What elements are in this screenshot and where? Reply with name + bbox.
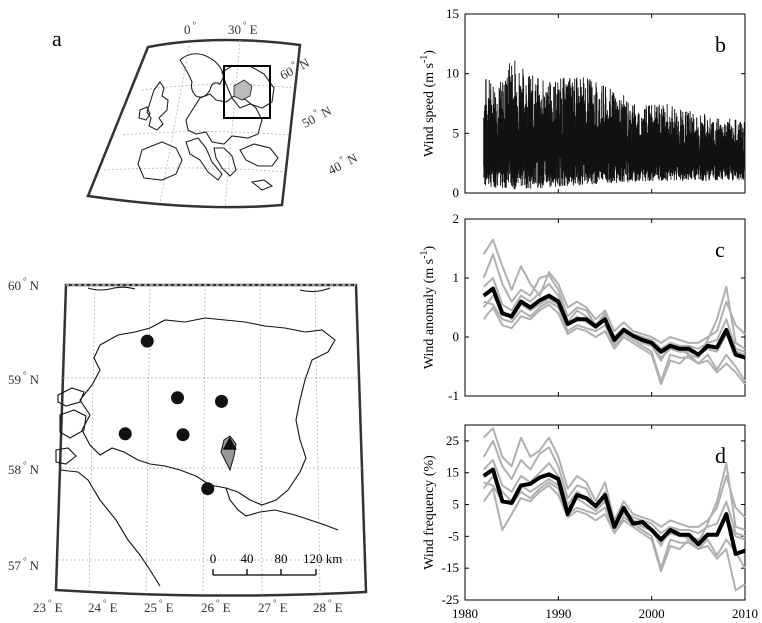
lon-label-23e: 23 ° E [33, 598, 63, 615]
plot-area-c [464, 218, 746, 397]
ytick-label-d-0: -25 [442, 592, 459, 607]
svg-text:50°N: 50°N [298, 101, 334, 131]
stations-layer [118, 334, 237, 496]
ytick-label-c-1: 0 [453, 329, 460, 344]
mean-series-d-0 [482, 467, 746, 556]
station-series-d-3 [483, 481, 746, 570]
estonia-station-map: 60 ° N 59 ° N 58 ° N 57 ° N 23 ° E 24 ° E 25 ° E 26 ° E … [8, 276, 368, 615]
ytick-label-b-3: 15 [446, 6, 459, 21]
europe-graticule [103, 39, 295, 208]
europe-lon-label-0: 0 ° [184, 20, 197, 37]
xtick-label-d-2: 2000 [639, 606, 665, 621]
ytick-label-b-1: 5 [453, 125, 460, 140]
weather-station-3 [215, 394, 228, 408]
xtick-label-d-3: 2010 [732, 606, 758, 621]
station-series-c-3 [483, 300, 746, 383]
panel-letter-a: a [52, 26, 62, 51]
scale-tick-0: 0 [210, 551, 217, 566]
scale-tick-40: 40 [241, 551, 254, 566]
ytick-label-d-2: -5 [448, 528, 459, 543]
lat-label-57n: 57 ° N [8, 556, 40, 573]
weather-station-4 [118, 427, 132, 441]
svg-text:30°E: 30 ° E [228, 20, 258, 37]
panel-d: -25 -15 -5 5 15 25 1980 1990 2000 2010 Wind freque… [422, 424, 758, 621]
reference-station-triangle [222, 436, 237, 450]
station-series-c-1 [482, 238, 746, 344]
mean-series-c-0 [482, 286, 746, 360]
lat-label-60n: 60 ° N [8, 276, 40, 293]
estonia-lon-labels: 23 ° E 24 ° E 25 ° E 26 ° E 27 ° E 28 ° E [33, 598, 343, 615]
time-series-panels: 0 5 10 15 Wind speed (m s-1) b -1 0 1 2 Wind anoma… [419, 6, 758, 621]
svg-text:0°: 0 ° [184, 20, 197, 37]
europe-lat-label-40n: 40°N [324, 148, 360, 178]
ytick-label-b-0: 0 [453, 185, 460, 200]
lat-label-59n: 59 ° N [8, 370, 40, 387]
ytick-label-b-2: 10 [446, 66, 459, 81]
europe-coastlines [137, 53, 279, 191]
europe-lon-label-30e: 30 ° E [228, 20, 258, 37]
lon-label-26e: 26 ° E [201, 598, 231, 615]
panel-letter-b: b [715, 32, 726, 57]
xtick-label-d-1: 1990 [545, 606, 571, 621]
scale-bar: 0 40 80 120 km [210, 551, 342, 576]
station-series-c-4 [482, 303, 746, 386]
panel-b: 0 5 10 15 Wind speed (m s-1) b [419, 6, 746, 200]
weather-station-6 [201, 482, 215, 496]
ytick-label-d-4: 15 [446, 465, 459, 480]
europe-map-frame [86, 38, 302, 209]
ylabel-c: Wind anomaly (m s-1) [419, 246, 437, 370]
xtick-label-d-0: 1980 [452, 606, 478, 621]
scale-tick-80: 80 [275, 551, 288, 566]
estonia-outline [55, 286, 339, 587]
europe-overview-map: a 0 ° 30 ° E 60°N [52, 20, 360, 209]
ytick-label-d-1: -15 [442, 560, 459, 575]
estonia-map-frame [54, 283, 368, 597]
ylabel-d: Wind frequency (%) [422, 455, 437, 570]
plot-area-d [464, 424, 746, 601]
lon-label-28e: 28 ° E [313, 598, 343, 615]
ytick-label-d-5: 25 [446, 433, 459, 448]
weather-station-2 [171, 391, 184, 405]
panel-c: -1 0 1 2 Wind anomaly (m s-1) c [419, 211, 746, 403]
wind-speed-daily-series [483, 60, 746, 190]
panel-letter-c: c [715, 237, 725, 262]
lat-label-58n: 58 ° N [8, 460, 40, 477]
lon-label-27e: 27 ° E [258, 598, 288, 615]
scale-tick-120: 120 km [303, 551, 342, 566]
ytick-label-c-0: -1 [448, 388, 459, 403]
ytick-label-c-2: 1 [453, 270, 460, 285]
svg-text:40°N: 40°N [324, 148, 360, 178]
station-series-d-4 [482, 484, 746, 592]
study-area-box [223, 65, 271, 119]
panel-letter-d: d [715, 443, 726, 468]
estonia-graticule [58, 284, 365, 597]
weather-station-1 [140, 334, 154, 348]
lon-label-24e: 24 ° E [88, 598, 118, 615]
weather-station-5 [176, 428, 190, 442]
lon-label-25e: 25 ° E [144, 598, 174, 615]
ytick-label-c-3: 2 [453, 211, 460, 226]
estonia-lat-labels: 60 ° N 59 ° N 58 ° N 57 ° N [8, 276, 40, 573]
study-area-fill [233, 79, 253, 101]
europe-lat-label-50n: 50°N [298, 101, 334, 131]
ytick-label-d-3: 5 [453, 497, 460, 512]
ylabel-b: Wind speed (m s-1) [419, 50, 437, 157]
